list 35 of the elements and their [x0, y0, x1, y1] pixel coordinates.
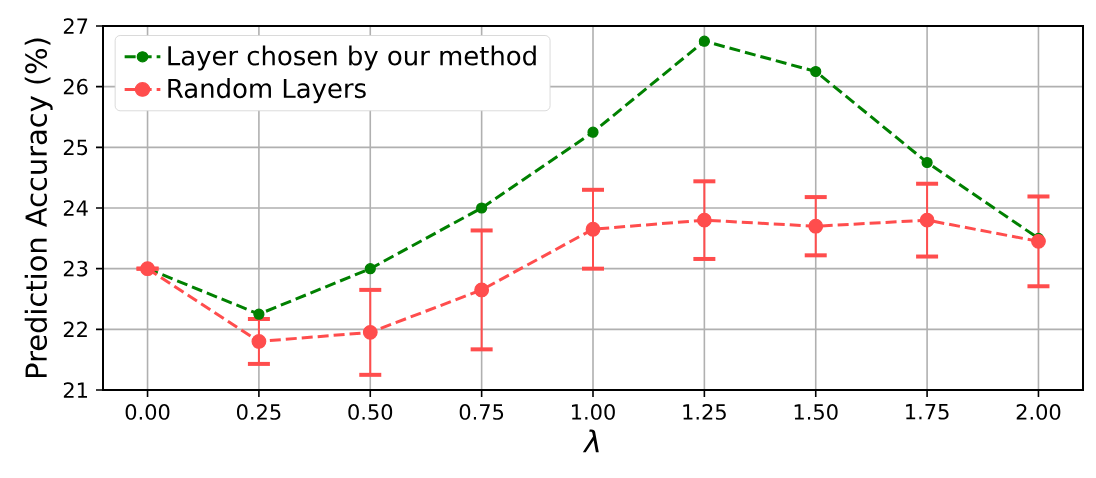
point — [474, 282, 490, 298]
x-axis-title: λ — [582, 429, 599, 453]
y-tick-label: 26 — [63, 78, 88, 95]
point — [1031, 233, 1046, 249]
y-tick-label: 23 — [63, 260, 88, 277]
legend-label: Random Layers — [168, 78, 366, 104]
point — [698, 35, 710, 47]
x-tick-label: 1.75 — [906, 404, 949, 420]
x-tick-label: 1.25 — [683, 404, 726, 420]
point — [696, 212, 712, 228]
x-tick-label: 0.00 — [125, 404, 170, 420]
x-tick-label: 0.75 — [459, 404, 504, 420]
point — [585, 221, 601, 237]
point — [921, 156, 933, 169]
point — [587, 126, 599, 138]
point — [253, 308, 265, 320]
x-tick-label: 0.50 — [348, 404, 393, 420]
y-tick-label: 24 — [63, 200, 88, 216]
x-tick-label: 1.50 — [794, 404, 838, 420]
point — [919, 212, 935, 228]
y-tick-label: 25 — [63, 139, 88, 156]
legend-label: Layer chosen by our method — [168, 45, 536, 71]
point — [476, 202, 488, 214]
y-tick-label: 21 — [63, 382, 88, 398]
y-tick-label: 27 — [63, 18, 88, 34]
x-tick-label: 2.00 — [1016, 404, 1061, 420]
x-tick-label: 1.00 — [571, 404, 615, 420]
point — [362, 324, 378, 340]
point — [251, 334, 267, 349]
point — [364, 263, 376, 275]
x-tick-label: 0.25 — [236, 404, 281, 420]
y-tick-label: 22 — [63, 321, 87, 338]
point — [810, 65, 822, 78]
point — [808, 218, 824, 234]
y-axis-title: Prediction Accuracy (%) — [24, 38, 53, 378]
